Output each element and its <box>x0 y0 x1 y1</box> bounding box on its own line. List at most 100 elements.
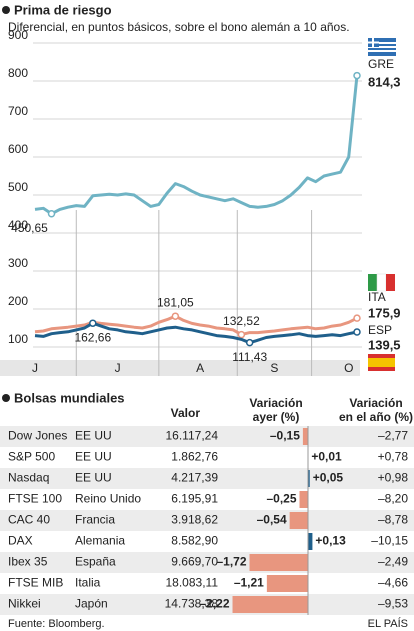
country: Alemania <box>75 534 125 548</box>
country: Francia <box>75 513 115 527</box>
index-name: Dow Jones <box>8 429 67 443</box>
index-name: Ibex 35 <box>8 555 48 569</box>
index-name: FTSE 100 <box>8 492 62 506</box>
data-label: 162,66 <box>74 330 111 344</box>
column-header: Variación <box>349 396 402 410</box>
end-label: 175,9 <box>368 305 401 320</box>
index-value: 1.862,76 <box>171 450 218 464</box>
day-change-label: –1,72 <box>216 555 246 569</box>
y-tick-label: 100 <box>8 332 28 346</box>
y-tick-label: 500 <box>8 180 28 194</box>
x-tick-label: O <box>344 361 353 375</box>
day-change-label: +0,01 <box>311 450 342 464</box>
x-tick-label: S <box>270 361 278 375</box>
section-bullet <box>2 394 10 402</box>
day-change-bar <box>302 428 308 445</box>
column-header: ayer (%) <box>253 410 300 424</box>
index-value: 8.582,90 <box>171 534 218 548</box>
index-value: 3.918,62 <box>171 513 218 527</box>
point-marker <box>353 314 361 322</box>
x-tick-label: J <box>32 361 38 375</box>
x-axis-band <box>0 360 360 376</box>
row-stripe <box>0 426 414 447</box>
table-title: Bolsas mundiales <box>14 390 125 405</box>
day-change-label: –2,22 <box>199 597 229 611</box>
brand: EL PAÍS <box>368 617 408 630</box>
y-tick-label: 700 <box>8 104 28 118</box>
y-tick-label: 200 <box>8 294 28 308</box>
index-name: Nasdaq <box>8 471 49 485</box>
data-label: 132,52 <box>223 314 260 328</box>
day-change-bar <box>266 575 308 592</box>
y-tick-label: 300 <box>8 256 28 270</box>
day-change-bar <box>249 554 308 571</box>
index-name: CAC 40 <box>8 513 50 527</box>
data-label: 181,05 <box>157 295 194 309</box>
country: EE UU <box>75 471 112 485</box>
row-stripe <box>0 510 414 531</box>
flag-italy <box>368 273 395 292</box>
row-stripe <box>0 468 414 489</box>
day-change-label: –0,25 <box>266 492 296 506</box>
chart-subtitle: Diferencial, en puntos básicos, sobre el… <box>8 20 350 34</box>
country: Reino Unido <box>75 492 141 506</box>
day-change-bar <box>232 596 308 613</box>
day-change-label: –1,21 <box>234 576 264 590</box>
data-label: 450,65 <box>11 221 48 235</box>
country: España <box>75 555 116 569</box>
source: Fuente: Bloomberg. <box>8 618 105 630</box>
series-line <box>34 75 359 216</box>
x-tick-label: J <box>115 361 121 375</box>
year-change: –2,49 <box>378 555 408 569</box>
point-marker <box>353 328 361 336</box>
x-tick-label: A <box>196 361 204 375</box>
series-name: ESP <box>368 323 392 337</box>
index-value: 9.669,70 <box>171 555 218 569</box>
index-name: DAX <box>8 534 33 548</box>
row-stripe <box>0 552 414 573</box>
y-tick-label: 400 <box>8 218 28 232</box>
day-change-label: –0,54 <box>257 513 287 527</box>
country: EE UU <box>75 429 112 443</box>
point-marker <box>245 338 254 347</box>
day-change-label: –0,15 <box>270 429 300 443</box>
flag-spain <box>368 354 395 371</box>
point-marker <box>89 319 97 327</box>
year-change: +0,78 <box>378 450 409 464</box>
day-change-label: +0,05 <box>313 471 344 485</box>
country: Japón <box>75 597 108 611</box>
index-value: 18.083,11 <box>166 576 219 590</box>
year-change: +0,98 <box>378 471 409 485</box>
point-marker <box>171 312 180 320</box>
row-stripe <box>0 594 414 615</box>
end-label: 814,3 <box>368 74 401 89</box>
day-change-label: +0,13 <box>315 534 346 548</box>
column-header: Valor <box>171 406 201 420</box>
series-line <box>34 321 358 345</box>
section-bullet <box>2 6 10 14</box>
data-label: 111,43 <box>232 350 267 364</box>
day-change-bar <box>308 470 310 487</box>
end-label: 139,5 <box>368 337 401 352</box>
point-marker <box>237 330 246 339</box>
index-value: 14.738,38 <box>165 597 219 611</box>
y-tick-label: 600 <box>8 142 28 156</box>
series-line <box>34 314 358 337</box>
y-tick-label: 900 <box>8 28 28 42</box>
day-change-bar <box>299 491 308 508</box>
point-marker <box>47 210 56 218</box>
index-value: 16.117,24 <box>166 429 219 443</box>
point-marker <box>353 71 361 80</box>
flag-greece <box>368 38 396 56</box>
index-value: 6.195,91 <box>171 492 218 506</box>
country: Italia <box>75 576 101 590</box>
year-change: –2,77 <box>378 429 408 443</box>
day-change-bar <box>308 533 313 550</box>
year-change: –9,53 <box>378 597 408 611</box>
chart-title: Prima de riesgo <box>14 2 112 17</box>
index-name: FTSE MIB <box>8 576 63 590</box>
year-change: –8,20 <box>378 492 408 506</box>
series-name: GRE <box>368 57 394 71</box>
index-value: 4.217,39 <box>171 471 218 485</box>
day-change-bar <box>289 512 308 529</box>
